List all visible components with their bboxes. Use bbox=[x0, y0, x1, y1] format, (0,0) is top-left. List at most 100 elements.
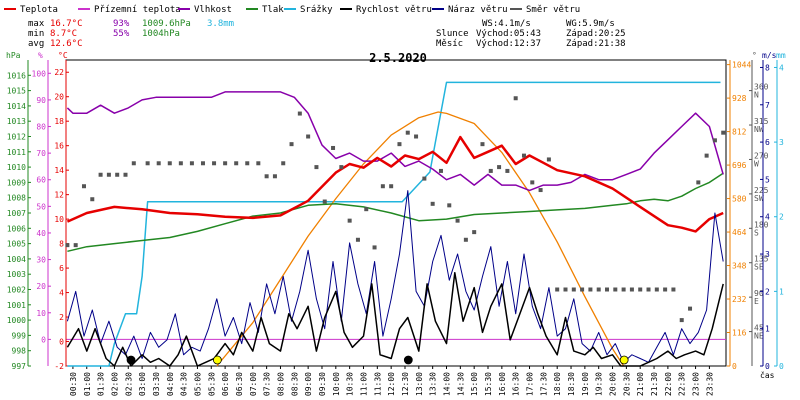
wind-direction-point bbox=[331, 145, 336, 150]
series-teplota-line bbox=[66, 135, 724, 233]
rain-axis-tick-label: 3 bbox=[779, 138, 784, 147]
wind-direction-point bbox=[696, 180, 701, 185]
stats-min-pres: 1004hPa bbox=[142, 29, 180, 39]
time-tick-label: 06:30 bbox=[235, 372, 244, 396]
time-tick-label: 20:30 bbox=[622, 372, 631, 396]
humidity-axis-tick-label: 100 bbox=[32, 69, 47, 78]
wind-direction-point bbox=[167, 161, 172, 166]
direction-axis-tick-label: 45 NE bbox=[754, 324, 764, 341]
moon-marker bbox=[403, 355, 413, 365]
wind-direction-point bbox=[654, 287, 659, 292]
wind-direction-point bbox=[638, 287, 643, 292]
moon-rise: Východ:12:37 bbox=[476, 39, 541, 49]
temperature-axis-tick-label: 16 bbox=[54, 142, 64, 151]
unit-pct: % bbox=[38, 51, 43, 60]
wind-direction-point bbox=[530, 180, 535, 185]
rain-axis-tick-label: 1 bbox=[779, 287, 784, 296]
wind-direction-point bbox=[289, 142, 294, 147]
direction-axis-tick-label: 315 NW bbox=[754, 117, 769, 134]
wind-direction-point bbox=[234, 161, 239, 166]
time-tick-label: 21:30 bbox=[650, 372, 659, 396]
humidity-axis-tick-label: 20 bbox=[36, 282, 46, 291]
stats-avg-temp: 12.6°C bbox=[50, 39, 83, 49]
legend-label: Přízemní teplota bbox=[94, 5, 181, 15]
time-tick-label: 23:00 bbox=[692, 372, 701, 396]
temperature-axis-tick-label: 6 bbox=[59, 264, 64, 273]
wind-direction-point bbox=[145, 161, 150, 166]
solar-axis-tick-label: 232 bbox=[732, 295, 747, 304]
time-tick-label: 22:30 bbox=[678, 372, 687, 396]
pressure-axis-tick-label: 1001 bbox=[7, 301, 26, 310]
wind-direction-point bbox=[704, 153, 709, 158]
time-tick-label: 01:30 bbox=[97, 372, 106, 396]
humidity-axis-tick-label: 60 bbox=[36, 176, 46, 185]
stats-min-hum: 55% bbox=[113, 29, 130, 39]
wind-direction-point bbox=[405, 130, 410, 135]
series-layer bbox=[65, 81, 726, 367]
pressure-axis-tick-label: 1004 bbox=[7, 255, 26, 264]
wind-direction-point bbox=[272, 174, 277, 179]
wind-direction-point bbox=[588, 287, 593, 292]
solar-axis-tick-label: 0 bbox=[732, 362, 737, 371]
humidity-axis-tick-label: 0 bbox=[41, 335, 46, 344]
time-tick-label: 13:30 bbox=[429, 372, 438, 396]
humidity-axis-tick-label: 10 bbox=[36, 309, 46, 318]
wind-axis-tick-label: 4 bbox=[765, 213, 770, 222]
humidity-axis-tick-label: 30 bbox=[36, 256, 46, 265]
time-tick-label: 10:00 bbox=[332, 372, 341, 396]
time-tick-label: 20:00 bbox=[609, 372, 618, 396]
pressure-axis-tick-label: 1006 bbox=[7, 224, 26, 233]
humidity-axis-tick-label: 40 bbox=[36, 229, 46, 238]
wind-axis-tick-label: 7 bbox=[765, 101, 770, 110]
wind-direction-point bbox=[339, 165, 344, 170]
moon-set: Západ:21:38 bbox=[566, 39, 626, 49]
stats-max-label: max bbox=[28, 19, 45, 29]
pressure-axis-tick-label: 1010 bbox=[7, 163, 26, 172]
legend: Teplota Přízemní teplota Vlhkost Tlak Srážky… bbox=[4, 5, 580, 15]
chart-title: 2.5.2020 bbox=[369, 51, 427, 65]
wind-direction-point bbox=[488, 168, 493, 173]
time-tick-label: 01:00 bbox=[83, 372, 92, 396]
wind-direction-point bbox=[98, 172, 103, 177]
wind-direction-point bbox=[521, 153, 526, 158]
time-tick-label: 09:00 bbox=[304, 372, 313, 396]
stats-max-temp: 16.7°C bbox=[50, 19, 83, 29]
wind-direction-point bbox=[355, 237, 360, 242]
pressure-axis-tick-label: 998 bbox=[12, 347, 27, 356]
wind-direction-point bbox=[115, 172, 120, 177]
wind-direction-point bbox=[447, 203, 452, 208]
time-tick-label: 04:00 bbox=[166, 372, 175, 396]
time-tick-label: 12:30 bbox=[401, 372, 410, 396]
time-tick-label: 18:00 bbox=[553, 372, 562, 396]
wind-direction-point bbox=[663, 287, 668, 292]
wind-direction-point bbox=[380, 184, 385, 189]
sun-moon-markers bbox=[126, 355, 629, 365]
time-tick-label: 00:30 bbox=[69, 372, 78, 396]
wind-direction-point bbox=[679, 318, 684, 323]
stats-block: max 16.7°C 93% 1009.6hPa 3.8mm min 8.7°C… bbox=[28, 19, 626, 49]
humidity-axis-tick-label: 70 bbox=[36, 149, 46, 158]
temperature-axis-tick-label: 18 bbox=[54, 117, 64, 126]
solar-axis-tick-label: 580 bbox=[732, 195, 747, 204]
wind-direction-point bbox=[223, 161, 228, 166]
time-tick-label: 02:00 bbox=[110, 372, 119, 396]
wind-direction-point bbox=[621, 287, 626, 292]
series-srazky-line bbox=[67, 81, 721, 367]
sun-rise: Východ:05:43 bbox=[476, 29, 541, 39]
time-tick-label: 03:30 bbox=[152, 372, 161, 396]
series-rychlost-vetru-line bbox=[66, 271, 724, 367]
moon-marker bbox=[126, 355, 136, 365]
wind-direction-point bbox=[414, 134, 419, 139]
unit-mm: mm bbox=[776, 51, 786, 60]
temperature-axis-tick-label: 2 bbox=[59, 313, 64, 322]
time-tick-label: 02:30 bbox=[124, 372, 133, 396]
rain-axis-tick-label: 0 bbox=[779, 362, 784, 371]
time-tick-label: 15:30 bbox=[484, 372, 493, 396]
wind-direction-point bbox=[605, 287, 610, 292]
wind-direction-point bbox=[264, 174, 269, 179]
wind-direction-point bbox=[322, 199, 327, 204]
stats-avg-label: avg bbox=[28, 39, 44, 49]
wind-axis-tick-label: 8 bbox=[765, 63, 770, 72]
temperature-axis-tick-label: 10 bbox=[54, 215, 64, 224]
wind-direction-point bbox=[688, 306, 693, 311]
